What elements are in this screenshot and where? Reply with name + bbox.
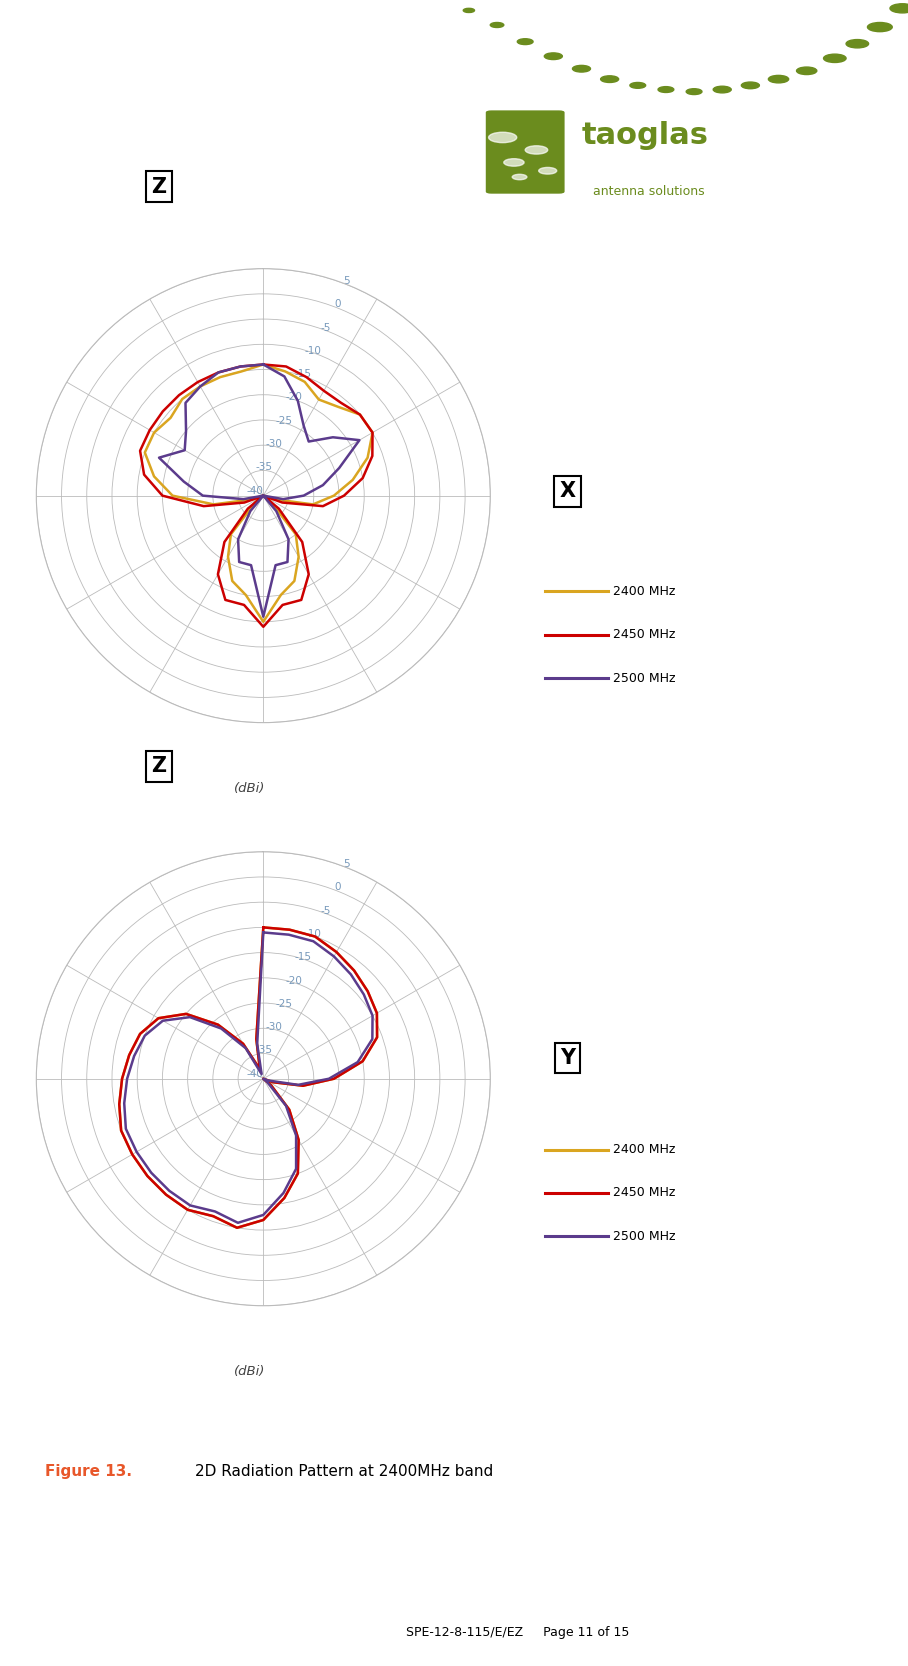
- Text: X: X: [559, 481, 576, 501]
- Text: 2500 MHz: 2500 MHz: [613, 671, 676, 685]
- Text: 2450 MHz: 2450 MHz: [613, 1186, 676, 1200]
- Circle shape: [572, 65, 590, 72]
- Circle shape: [686, 88, 702, 95]
- Circle shape: [824, 55, 846, 63]
- Text: 2450 MHz: 2450 MHz: [613, 628, 676, 641]
- Circle shape: [504, 158, 524, 167]
- Circle shape: [890, 3, 908, 13]
- Text: SPE-12-8-115/E/EZ     Page 11 of 15: SPE-12-8-115/E/EZ Page 11 of 15: [406, 1626, 629, 1639]
- Circle shape: [600, 75, 618, 83]
- Text: Z: Z: [152, 177, 166, 197]
- Text: Z: Z: [152, 756, 166, 776]
- Circle shape: [741, 82, 759, 88]
- Circle shape: [525, 147, 548, 155]
- Text: (dBi): (dBi): [234, 1364, 265, 1378]
- Text: 2400 MHz: 2400 MHz: [613, 1143, 676, 1156]
- Circle shape: [512, 175, 527, 180]
- Circle shape: [658, 87, 674, 93]
- Circle shape: [463, 8, 475, 12]
- Text: taoglas: taoglas: [581, 122, 708, 150]
- Circle shape: [867, 23, 893, 32]
- Text: Figure 13.: Figure 13.: [45, 1463, 133, 1479]
- Circle shape: [796, 67, 817, 75]
- Text: 2D Radiation Pattern at 2400MHz band: 2D Radiation Pattern at 2400MHz band: [195, 1463, 493, 1479]
- Text: Y: Y: [560, 1048, 575, 1068]
- Circle shape: [768, 75, 789, 83]
- Circle shape: [538, 168, 557, 175]
- Circle shape: [518, 38, 533, 45]
- Circle shape: [490, 23, 504, 28]
- Circle shape: [544, 53, 562, 60]
- Circle shape: [630, 82, 646, 88]
- Text: 2400 MHz: 2400 MHz: [613, 585, 676, 598]
- Circle shape: [846, 40, 869, 48]
- Text: 2500 MHz: 2500 MHz: [613, 1230, 676, 1243]
- Circle shape: [489, 132, 517, 143]
- Circle shape: [713, 87, 731, 93]
- Text: antenna solutions: antenna solutions: [593, 185, 705, 198]
- Text: (dBi): (dBi): [234, 781, 265, 795]
- FancyBboxPatch shape: [486, 110, 565, 193]
